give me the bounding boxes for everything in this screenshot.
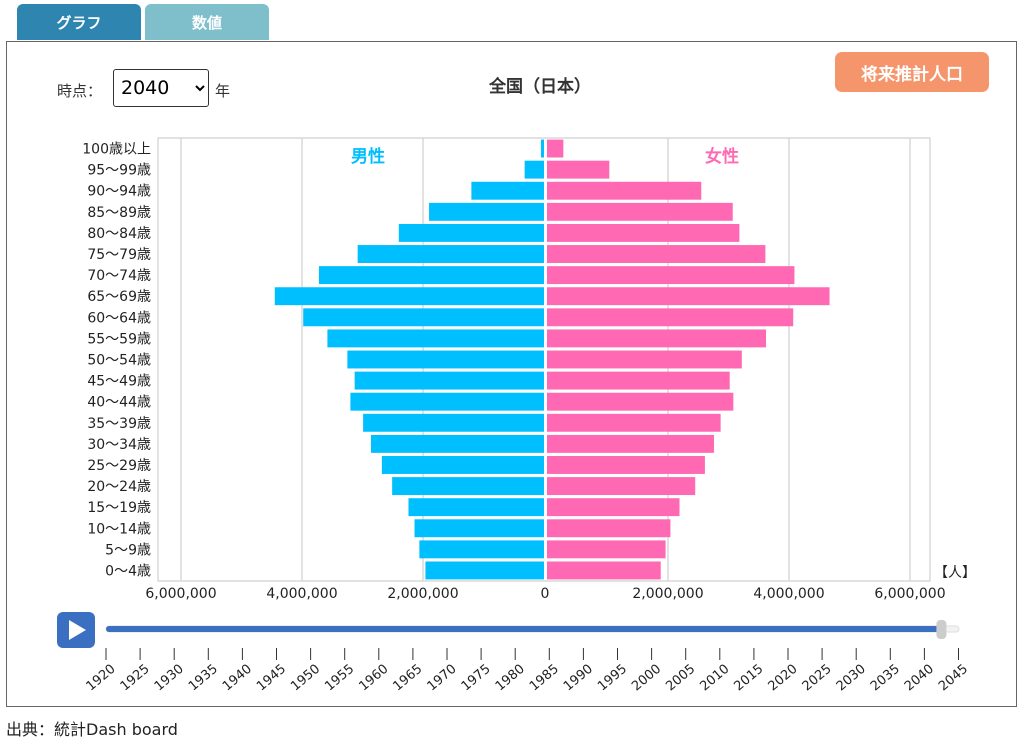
age-label: 55〜59歳: [87, 331, 151, 347]
age-label: 85〜89歳: [87, 205, 151, 221]
bar-male: [419, 540, 544, 559]
population-pyramid-chart: 100歳以上 95〜99歳 90〜94歳 85〜89歳 80〜84歳 75〜79歳 70〜7…: [82, 137, 976, 602]
age-label: 95〜99歳: [87, 163, 151, 179]
source-credit: 出典：統計Dash board: [6, 720, 178, 739]
bar-female: [547, 202, 733, 221]
bar-female: [547, 519, 671, 538]
age-label: 75〜79歳: [87, 247, 151, 263]
age-label: 40〜44歳: [87, 395, 151, 411]
age-label: 30〜34歳: [87, 437, 151, 453]
age-label: 60〜64歳: [87, 310, 151, 326]
bar-female: [547, 413, 721, 432]
age-label: 45〜49歳: [87, 374, 151, 390]
x-tick-label: 6,000,000: [145, 586, 216, 602]
age-label: 15〜19歳: [87, 500, 151, 516]
x-tick-label: 4,000,000: [753, 586, 824, 602]
bar-male: [347, 350, 544, 369]
unit-label: 【人】: [934, 565, 976, 581]
age-label: 65〜69歳: [87, 289, 151, 305]
bar-male: [398, 223, 544, 242]
bar-male: [354, 371, 544, 390]
age-label: 80〜84歳: [87, 226, 151, 242]
age-label: 10〜14歳: [87, 521, 151, 537]
x-tick-label: 6,000,000: [874, 586, 945, 602]
x-tick-label: 4,000,000: [266, 586, 337, 602]
age-label: 25〜29歳: [87, 458, 151, 474]
bar-male: [318, 266, 544, 285]
bar-male: [363, 413, 544, 432]
year-suffix: 年: [215, 82, 231, 100]
bar-female: [547, 350, 742, 369]
x-tick-label: 2,000,000: [387, 586, 458, 602]
legend-male: 男性: [351, 146, 385, 167]
future-projection-button[interactable]: 将来推計人口: [835, 52, 989, 92]
bar-female: [547, 434, 714, 453]
bar-female: [547, 561, 661, 580]
age-label: 20〜24歳: [87, 479, 151, 495]
bar-female: [547, 223, 740, 242]
play-button[interactable]: [57, 612, 95, 648]
bar-female: [547, 139, 564, 158]
bar-female: [547, 540, 666, 559]
bar-male: [392, 477, 544, 496]
age-label: 5〜9歳: [105, 542, 151, 558]
age-label: 50〜54歳: [87, 353, 151, 369]
bar-female: [547, 160, 610, 179]
bar-female: [547, 329, 767, 348]
year-select[interactable]: 2040: [113, 69, 209, 107]
bar-male: [350, 392, 544, 411]
bar-male: [370, 434, 544, 453]
bar-female: [547, 266, 795, 285]
play-icon: [69, 620, 86, 640]
bar-male: [429, 202, 544, 221]
bar-male: [540, 139, 544, 158]
bar-female: [547, 245, 766, 263]
bar-female: [547, 371, 730, 390]
plot-area: [157, 137, 931, 582]
age-label: 70〜74歳: [87, 268, 151, 284]
bar-male: [408, 498, 544, 517]
age-label: 100歳以上: [82, 142, 151, 158]
bar-male: [414, 519, 544, 538]
age-label: 0〜4歳: [105, 563, 151, 579]
bar-male: [471, 181, 544, 200]
x-tick-label: 2,000,000: [632, 586, 703, 602]
tab-values[interactable]: 数値: [145, 4, 269, 40]
x-tick-label: 0: [541, 586, 550, 602]
bar-male: [274, 287, 544, 306]
legend-female: 女性: [705, 146, 739, 167]
year-label: 時点：: [57, 82, 103, 100]
bar-male: [303, 308, 544, 327]
bar-female: [547, 308, 794, 327]
bar-male: [381, 456, 544, 474]
bar-female: [547, 498, 680, 517]
bar-female: [547, 477, 696, 496]
bar-male: [357, 245, 544, 263]
age-label: 90〜94歳: [87, 184, 151, 200]
tab-graph[interactable]: グラフ: [17, 4, 141, 40]
age-label: 35〜39歳: [87, 416, 151, 432]
bar-female: [547, 392, 734, 411]
bar-male: [327, 329, 544, 348]
bar-female: [547, 456, 705, 474]
chart-title: 全国（日本）: [489, 77, 591, 97]
bar-male: [425, 561, 544, 580]
bar-female: [547, 287, 830, 306]
bar-female: [547, 181, 702, 200]
bar-male: [524, 160, 544, 179]
